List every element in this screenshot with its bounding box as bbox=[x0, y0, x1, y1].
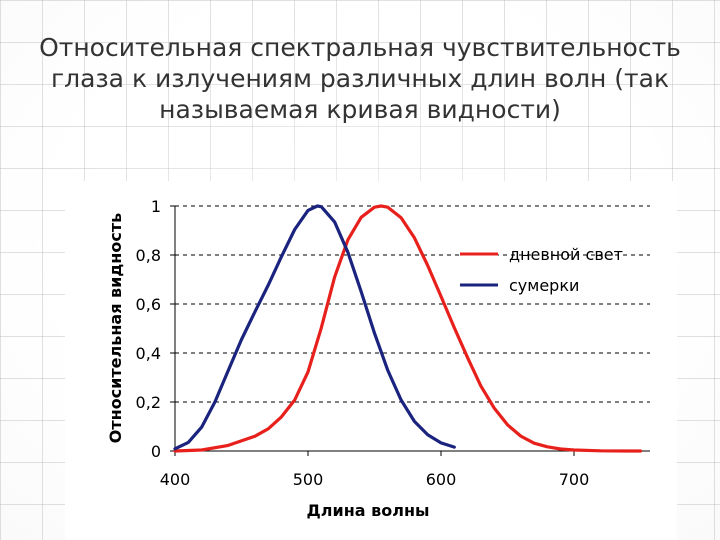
series-lines bbox=[173, 204, 643, 453]
visibility-chart: 0 0,2 0,4 0,6 0,8 1 400 500 600 700 дневной свет … bbox=[106, 197, 650, 520]
x-tick-label: 400 bbox=[160, 470, 191, 489]
x-axis-label: Длина волны bbox=[307, 501, 430, 520]
x-tick-label: 600 bbox=[426, 470, 457, 489]
series-line-daylight bbox=[173, 204, 643, 453]
y-tick-label: 0,4 bbox=[136, 344, 161, 363]
chart-panel: 0 0,2 0,4 0,6 0,8 1 400 500 600 700 дневной свет … bbox=[65, 181, 677, 540]
series-line-twilight bbox=[173, 204, 456, 451]
slide-title: Относительная спектральная чувствительно… bbox=[39, 33, 681, 124]
x-tick-label: 500 bbox=[293, 470, 324, 489]
y-tick-label: 0,6 bbox=[136, 295, 161, 314]
legend-label-twilight: сумерки bbox=[509, 276, 579, 295]
legend: дневной свет сумерки bbox=[460, 245, 623, 295]
x-tick-label: 700 bbox=[559, 470, 590, 489]
y-axis-label: Относительная видность bbox=[106, 213, 125, 443]
y-tick-label: 1 bbox=[151, 197, 161, 216]
grid-lines bbox=[175, 205, 650, 403]
y-tick-label: 0,8 bbox=[136, 246, 161, 265]
tick-labels: 0 0,2 0,4 0,6 0,8 1 400 500 600 700 bbox=[136, 197, 590, 489]
legend-label-daylight: дневной свет bbox=[509, 245, 623, 264]
y-tick-label: 0,2 bbox=[136, 393, 161, 412]
y-tick-label: 0 bbox=[151, 442, 161, 461]
